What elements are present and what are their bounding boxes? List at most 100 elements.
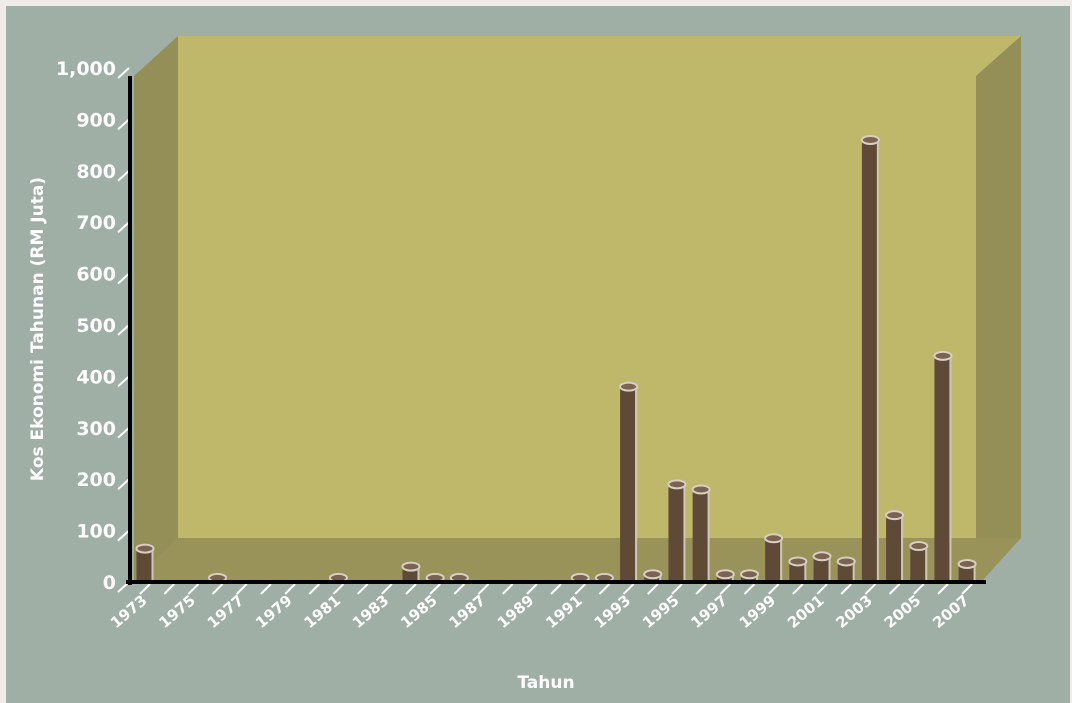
- bar: [135, 543, 155, 582]
- x-tick-mark: [163, 583, 175, 595]
- x-tick-mark: [913, 583, 925, 595]
- x-tick-mark: [526, 583, 538, 595]
- y-tick-label: 900: [76, 109, 116, 131]
- x-tick-label: 1983: [349, 591, 393, 632]
- y-tick-mark: [117, 324, 130, 336]
- bar: [691, 484, 711, 582]
- bar: [933, 350, 953, 582]
- bar: [667, 479, 687, 582]
- x-tick-mark: [671, 583, 683, 595]
- x-tick-label: 1973: [107, 591, 151, 632]
- x-axis-label: Tahun: [517, 673, 574, 693]
- x-tick-label: 1987: [446, 591, 490, 632]
- x-tick-mark: [719, 583, 732, 595]
- x-tick-mark: [381, 583, 393, 595]
- x-tick-mark: [816, 583, 828, 595]
- x-tick-mark: [647, 583, 659, 595]
- x-tick-mark: [767, 583, 780, 595]
- y-tick-label: 700: [76, 212, 116, 234]
- x-tick-mark: [864, 583, 877, 595]
- x-tick-mark: [574, 583, 586, 595]
- bar: [764, 533, 784, 582]
- bar: [812, 551, 832, 582]
- y-tick-label: 0: [103, 572, 116, 594]
- y-tick-mark: [117, 375, 130, 388]
- x-tick-mark: [187, 583, 200, 595]
- x-tick-mark: [501, 583, 514, 595]
- x-tick-label: 1985: [397, 591, 441, 632]
- x-tick-label: 1975: [155, 591, 199, 632]
- x-tick-label: 2003: [832, 591, 876, 632]
- bar: [401, 561, 421, 582]
- x-tick-mark: [743, 583, 756, 595]
- y-tick-mark: [117, 272, 130, 285]
- x-tick-label: 2005: [881, 591, 925, 632]
- x-tick-label: 1979: [252, 591, 296, 632]
- bar: [885, 510, 905, 582]
- bars: [135, 134, 977, 583]
- x-tick-mark: [332, 583, 345, 595]
- x-tick-mark: [211, 583, 224, 595]
- right-wall: [976, 36, 1021, 581]
- x-tick-mark: [284, 583, 296, 595]
- x-tick-mark: [622, 583, 635, 595]
- x-tick-mark: [405, 583, 417, 595]
- y-tick-mark: [117, 67, 130, 79]
- y-axis-ticks: 0 100 200 300 400 500 600 700 800 900 1,000: [56, 58, 130, 594]
- x-tick-mark: [792, 583, 804, 595]
- x-tick-label: 1997: [687, 591, 731, 632]
- x-tick-mark: [356, 583, 369, 595]
- y-tick-label: 1,000: [56, 58, 116, 80]
- bar: [957, 559, 977, 582]
- x-tick-mark: [840, 583, 852, 595]
- bar: [909, 541, 929, 582]
- x-tick-label: 2001: [784, 591, 828, 632]
- y-axis-label: Kos Ekonomi Tahunan (RM Juta): [28, 177, 48, 481]
- x-tick-mark: [308, 583, 320, 595]
- x-tick-label: 1993: [591, 591, 635, 632]
- y-tick-label: 100: [76, 521, 116, 543]
- left-wall: [134, 36, 178, 581]
- x-tick-mark: [888, 583, 901, 595]
- chart-area: 0 100 200 300 400 500 600 700 800 900 1,000 1973 19…: [6, 6, 1070, 703]
- back-wall: [178, 36, 1021, 538]
- x-tick-mark: [236, 583, 248, 595]
- x-tick-label: 2007: [929, 591, 973, 632]
- y-tick-mark: [117, 529, 130, 542]
- y-tick-mark: [117, 478, 130, 490]
- y-tick-label: 400: [76, 366, 116, 388]
- bar: [836, 556, 856, 582]
- x-tick-mark: [695, 583, 707, 595]
- x-tick-label: 1981: [300, 591, 344, 632]
- bar: [643, 569, 663, 582]
- y-tick-mark: [117, 118, 130, 131]
- x-tick-label: 1995: [639, 591, 683, 632]
- x-tick-mark: [961, 583, 973, 595]
- x-tick-label: 1999: [736, 591, 780, 632]
- x-tick-label: 1991: [542, 591, 586, 632]
- x-tick-label: 1989: [494, 591, 538, 632]
- x-tick-mark: [477, 583, 490, 595]
- x-tick-label: 1977: [204, 591, 248, 632]
- bar: [619, 381, 639, 582]
- bar: [860, 134, 880, 582]
- bar: [715, 569, 735, 582]
- x-tick-mark: [260, 583, 272, 595]
- y-tick-mark: [117, 170, 130, 182]
- y-tick-label: 200: [76, 469, 116, 491]
- x-tick-mark: [429, 583, 441, 595]
- y-tick-label: 800: [76, 161, 116, 183]
- bar: [788, 556, 808, 582]
- x-axis-ticks: 1973 1975 1977 1979 1981 1983 1985 1987 1989 1991…: [107, 583, 973, 632]
- x-tick-mark: [139, 583, 151, 595]
- x-tick-mark: [937, 583, 949, 595]
- x-tick-mark: [453, 583, 466, 595]
- x-tick-mark: [550, 583, 562, 595]
- y-tick-label: 300: [76, 418, 116, 440]
- y-tick-label: 500: [76, 315, 116, 337]
- x-tick-mark: [598, 583, 611, 595]
- bar: [740, 569, 759, 582]
- y-tick-mark: [117, 427, 130, 439]
- y-tick-label: 600: [76, 264, 116, 286]
